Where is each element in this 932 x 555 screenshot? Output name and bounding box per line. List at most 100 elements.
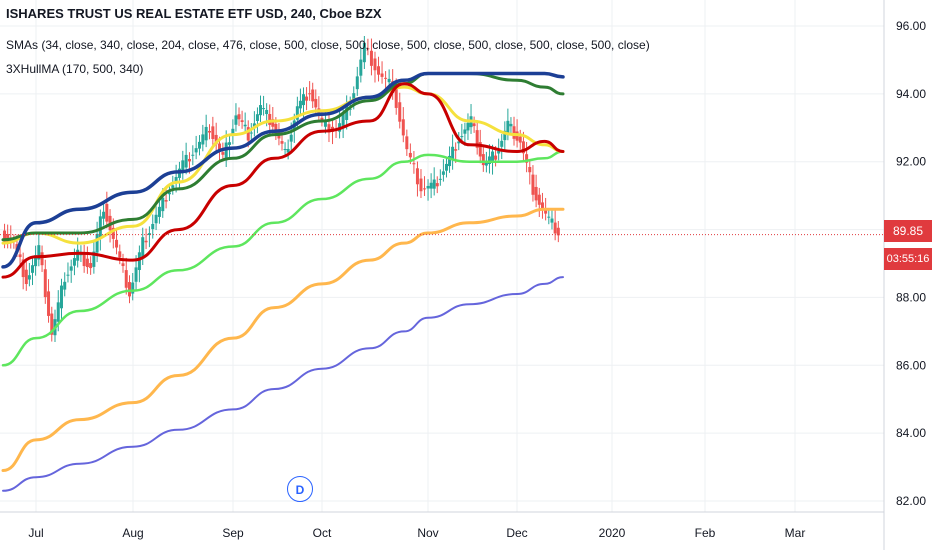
candle-body xyxy=(141,237,145,259)
candle-body xyxy=(6,234,10,242)
candle-body xyxy=(484,161,488,166)
candle-body xyxy=(115,239,119,248)
time-tick-label: 2020 xyxy=(599,526,626,540)
hull-indicator-label[interactable]: 3XHullMA (170, 500, 340) xyxy=(6,62,144,76)
candle-body xyxy=(405,136,409,150)
candle-body xyxy=(259,105,263,116)
candle-body xyxy=(246,127,250,141)
candle-body xyxy=(369,50,373,66)
candle-body xyxy=(95,233,99,253)
candle-body xyxy=(497,150,501,154)
candle-body xyxy=(204,126,208,141)
candle-body xyxy=(50,313,54,335)
candle-body xyxy=(252,123,256,127)
candle-body xyxy=(429,182,433,189)
candle-body xyxy=(289,134,293,142)
candle-body xyxy=(154,214,158,224)
candle-body xyxy=(454,149,458,151)
candle-body xyxy=(249,132,253,134)
candle-body xyxy=(98,216,102,239)
candle-body xyxy=(262,108,266,110)
candle-body xyxy=(265,109,269,115)
price-tick-label: 96.00 xyxy=(896,19,926,33)
time-tick-label: Mar xyxy=(785,526,806,540)
candle-body xyxy=(66,274,70,276)
candle-body xyxy=(92,251,96,267)
time-tick-label: Oct xyxy=(313,526,332,540)
candle-body xyxy=(553,222,557,234)
candle-body xyxy=(37,245,41,260)
candle-body xyxy=(211,126,215,139)
candle-body xyxy=(144,240,148,243)
candle-body xyxy=(412,163,416,165)
candle-body xyxy=(59,285,63,309)
candle-body xyxy=(491,151,495,163)
candle-body xyxy=(40,252,44,266)
candle-body xyxy=(69,266,73,271)
candle-body xyxy=(181,160,185,173)
candle-body xyxy=(423,188,427,190)
candle-body xyxy=(167,192,171,195)
candlestick-series xyxy=(3,36,560,343)
candle-body xyxy=(231,128,235,135)
candle-body xyxy=(438,178,442,180)
candle-body xyxy=(298,100,302,109)
candle-body xyxy=(221,152,225,155)
candle-body xyxy=(401,119,405,136)
candle-body xyxy=(72,258,76,266)
candle-body xyxy=(308,93,312,95)
candle-body xyxy=(151,223,155,230)
candle-body xyxy=(197,141,201,149)
candle-body xyxy=(161,197,165,212)
candle-body xyxy=(274,123,278,134)
candle-body xyxy=(503,130,507,141)
candle-body xyxy=(240,120,244,123)
sma-darkgreen-line xyxy=(1,72,565,242)
candle-body xyxy=(550,218,554,223)
candle-body xyxy=(512,126,516,139)
candle-body xyxy=(63,281,67,290)
candle-body xyxy=(377,66,381,75)
sma-indicator-label[interactable]: SMAs (34, close, 340, close, 204, close,… xyxy=(6,38,650,52)
candle-body xyxy=(147,233,151,235)
candle-body xyxy=(255,114,259,121)
candle-body xyxy=(448,155,452,167)
symbol-title: ISHARES TRUST US REAL ESTATE ETF USD, 24… xyxy=(6,6,382,21)
candle-body xyxy=(18,254,22,258)
candle-body xyxy=(435,183,439,187)
candle-body xyxy=(380,73,384,77)
candle-body xyxy=(237,114,241,120)
candle-body xyxy=(432,179,436,189)
last-price-tag: 89.85 xyxy=(884,220,932,242)
candle-body xyxy=(201,134,205,145)
candle-body xyxy=(76,249,80,261)
candle-body xyxy=(366,48,370,50)
candle-body xyxy=(320,117,324,120)
candle-body xyxy=(521,141,525,154)
candle-body xyxy=(85,258,89,268)
candle-body xyxy=(348,108,352,110)
candle-body xyxy=(243,124,247,127)
price-tick-label: 88.00 xyxy=(896,290,926,304)
candle-body xyxy=(451,146,455,161)
candle-body xyxy=(540,202,544,210)
candle-body xyxy=(466,122,470,131)
candle-body xyxy=(463,129,467,134)
candle-body xyxy=(494,155,498,160)
candle-body xyxy=(82,254,86,267)
candle-body xyxy=(327,124,331,133)
sma-green-line xyxy=(1,150,565,367)
dividend-event-badge[interactable]: D xyxy=(287,476,313,502)
candle-body xyxy=(171,185,175,188)
candle-body xyxy=(174,176,178,183)
candle-body xyxy=(24,269,28,285)
sma-violet-line xyxy=(2,276,564,492)
candle-body xyxy=(164,200,168,202)
candle-body xyxy=(359,59,363,76)
candle-body xyxy=(34,255,38,267)
candle-body xyxy=(534,186,538,201)
candle-body xyxy=(509,123,513,127)
